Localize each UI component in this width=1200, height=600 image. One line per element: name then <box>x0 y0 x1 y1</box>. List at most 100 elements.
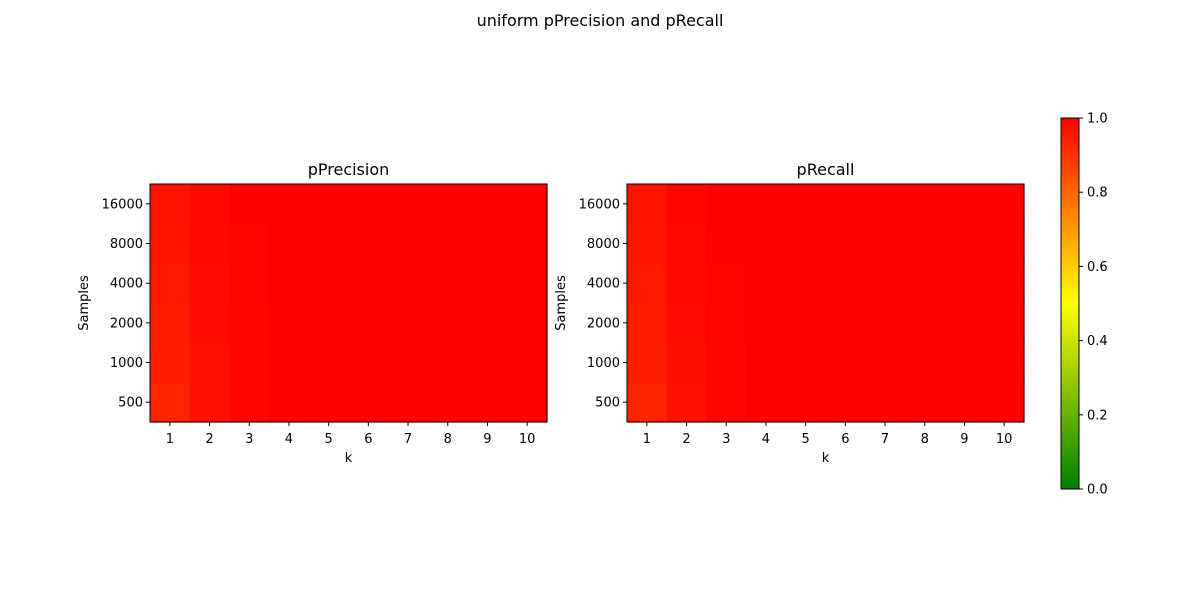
y-tick-label: 4000 <box>587 277 620 292</box>
heatmap-cell <box>427 263 469 304</box>
heatmap-cell <box>467 342 508 383</box>
heatmap-cell <box>944 223 985 264</box>
heatmap-cell <box>746 184 787 225</box>
heatmap-cell <box>825 342 866 383</box>
heatmap-cell <box>706 303 747 344</box>
heatmap-cell <box>627 342 668 383</box>
x-tick-label: 8 <box>921 432 929 447</box>
heatmap-cell <box>944 342 985 383</box>
heatmap-cell <box>825 184 866 225</box>
heatmap-cell <box>348 342 389 383</box>
x-tick-label: 2 <box>682 432 690 447</box>
heatmap-cell <box>706 263 747 304</box>
heatmap-cell <box>706 184 747 225</box>
heatmap-cell <box>189 223 230 264</box>
axes-frame <box>149 183 548 423</box>
heatmap-cell <box>666 382 707 423</box>
heatmap-cell <box>944 184 985 225</box>
colorbar-frame <box>1060 117 1080 490</box>
y-tick-label: 16000 <box>102 197 143 212</box>
heatmap-cell <box>627 184 668 225</box>
heatmap-cell <box>189 263 230 304</box>
subplot-title: pRecall <box>797 160 855 179</box>
x-tick-label: 7 <box>881 432 889 447</box>
heatmap-cell <box>427 303 469 344</box>
x-tick-label: 7 <box>404 432 412 447</box>
heatmap-cell <box>269 223 310 264</box>
heatmap-cell <box>785 223 827 264</box>
y-tick-label: 1000 <box>587 356 620 371</box>
x-tick-label: 5 <box>325 432 333 447</box>
x-tick-label: 2 <box>205 432 213 447</box>
y-tick-label: 16000 <box>579 197 620 212</box>
subplot-title: pPrecision <box>308 160 390 179</box>
y-axis-label: Samples <box>77 275 92 331</box>
x-tick-label: 8 <box>444 432 452 447</box>
heatmap-cell <box>388 223 429 264</box>
heatmap-cell <box>507 342 548 383</box>
heatmap-cell <box>706 342 747 383</box>
heatmap-cell <box>150 382 191 423</box>
heatmap-cell <box>269 184 310 225</box>
heatmap-cell <box>269 263 310 304</box>
heatmap-cell <box>427 382 469 423</box>
heatmap-cell <box>150 223 191 264</box>
heatmap-cell <box>189 382 230 423</box>
x-tick-label: 5 <box>802 432 810 447</box>
heatmap-cell <box>427 184 469 225</box>
heatmap-cell <box>944 303 985 344</box>
heatmap-cell <box>388 263 429 304</box>
heatmap-cell <box>388 184 429 225</box>
x-axis-label: k <box>822 451 830 466</box>
heatmap-cell <box>507 184 548 225</box>
heatmap-cell <box>627 223 668 264</box>
heatmap-cell <box>746 263 787 304</box>
x-tick-label: 1 <box>643 432 651 447</box>
heatmap-cell <box>308 382 350 423</box>
y-tick-label: 1000 <box>110 356 143 371</box>
heatmap-cell <box>746 223 787 264</box>
x-axis-label: k <box>345 451 353 466</box>
colorbar-gradient <box>1061 118 1079 489</box>
heatmap-cell <box>348 263 389 304</box>
x-tick-label: 4 <box>285 432 293 447</box>
heatmap-cell <box>229 223 270 264</box>
heatmap-cell <box>189 303 230 344</box>
heatmap-cell <box>627 263 668 304</box>
heatmap-cell <box>865 223 906 264</box>
heatmap-cell <box>269 382 310 423</box>
heatmap-cell <box>865 382 906 423</box>
heatmap-cell <box>904 303 946 344</box>
heatmap-cell <box>785 184 827 225</box>
heatmap-cell <box>785 303 827 344</box>
heatmap-cell <box>308 303 350 344</box>
heatmap-cell <box>507 382 548 423</box>
heatmap-cell <box>627 303 668 344</box>
x-tick-label: 3 <box>245 432 253 447</box>
heatmap-cell <box>229 382 270 423</box>
colorbar-tick-label: 0.4 <box>1087 334 1108 349</box>
heatmap-cell <box>984 223 1025 264</box>
heatmap-cell <box>269 303 310 344</box>
heatmap-cell <box>984 342 1025 383</box>
heatmap-cell <box>348 303 389 344</box>
heatmap-cell <box>467 303 508 344</box>
heatmap-cell <box>825 303 866 344</box>
heatmap-cell <box>189 184 230 225</box>
heatmap-cell <box>666 303 707 344</box>
heatmap-cell <box>666 223 707 264</box>
y-tick-label: 500 <box>118 396 143 411</box>
heatmap-cell <box>308 263 350 304</box>
heatmap-cell <box>865 263 906 304</box>
colorbar: 0.0 0.2 0.4 0.6 0.8 1.0 <box>1060 112 1108 498</box>
heatmap-cell <box>944 382 985 423</box>
heatmap-cell <box>467 263 508 304</box>
heatmap-cell <box>388 342 429 383</box>
heatmap-cell <box>825 382 866 423</box>
axes-frame <box>626 183 1025 423</box>
x-tick-label: 3 <box>722 432 730 447</box>
heatmap-cell <box>467 382 508 423</box>
heatmap-cell <box>666 342 707 383</box>
x-tick-label: 10 <box>996 432 1013 447</box>
heatmap-cell <box>308 223 350 264</box>
